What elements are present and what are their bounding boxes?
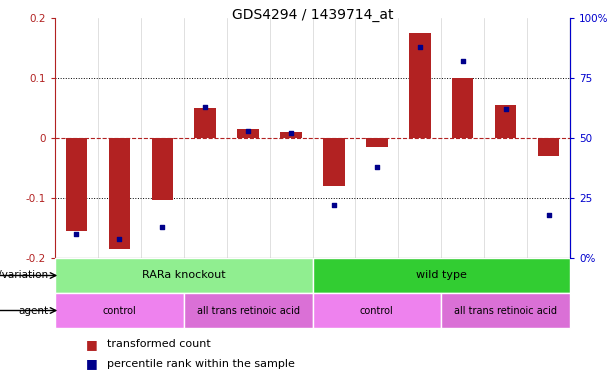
Point — [501, 106, 511, 112]
Point — [329, 202, 339, 208]
Text: wild type: wild type — [416, 270, 466, 280]
Bar — [55, 293, 184, 328]
Bar — [184, 293, 313, 328]
Point — [458, 58, 468, 64]
Point — [286, 130, 296, 136]
Bar — [194, 108, 216, 138]
Text: control: control — [102, 306, 136, 316]
Bar — [55, 258, 313, 293]
Point — [372, 164, 382, 170]
Bar — [109, 138, 130, 249]
Bar — [280, 132, 302, 138]
Bar — [237, 129, 259, 138]
Text: GDS4294 / 1439714_at: GDS4294 / 1439714_at — [232, 8, 394, 22]
Text: genotype/variation: genotype/variation — [0, 270, 49, 280]
Bar — [66, 138, 87, 231]
Bar — [366, 138, 387, 147]
Text: all trans retinoic acid: all trans retinoic acid — [454, 306, 557, 316]
Bar — [409, 33, 430, 138]
Bar — [313, 293, 441, 328]
Point — [544, 212, 554, 218]
Bar — [441, 293, 570, 328]
Text: percentile rank within the sample: percentile rank within the sample — [107, 359, 295, 369]
Bar — [452, 78, 473, 138]
Bar — [151, 138, 173, 200]
Point — [200, 104, 210, 110]
Text: ■: ■ — [86, 338, 97, 351]
Bar — [323, 138, 345, 186]
Text: all trans retinoic acid: all trans retinoic acid — [197, 306, 300, 316]
Point — [415, 44, 425, 50]
Text: agent: agent — [19, 306, 49, 316]
Bar — [538, 138, 559, 156]
Point — [243, 128, 253, 134]
Text: ■: ■ — [86, 357, 97, 370]
Text: transformed count: transformed count — [107, 339, 211, 349]
Bar — [495, 105, 516, 138]
Text: RARa knockout: RARa knockout — [142, 270, 226, 280]
Point — [115, 236, 124, 242]
Bar — [313, 258, 570, 293]
Point — [72, 231, 82, 237]
Text: control: control — [360, 306, 394, 316]
Point — [158, 224, 167, 230]
